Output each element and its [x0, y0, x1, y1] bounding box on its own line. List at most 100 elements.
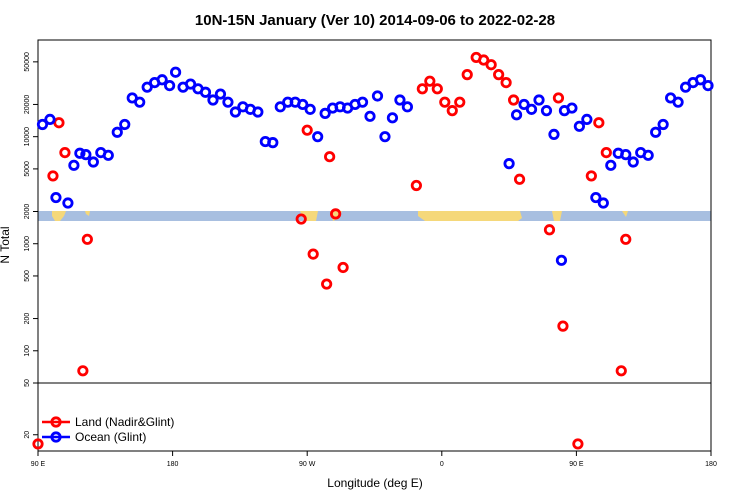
data-point [439, 96, 451, 108]
x-tick-label: 0 [440, 461, 444, 468]
data-point [513, 173, 526, 185]
data-point [566, 102, 578, 114]
data-point [620, 233, 632, 245]
data-point [694, 74, 707, 86]
lower-panel-frame [37, 382, 712, 452]
data-point [319, 107, 331, 119]
data-point [337, 261, 349, 274]
data-point [32, 438, 44, 450]
data-point [214, 88, 227, 100]
data-point [44, 113, 56, 126]
data-point [500, 76, 512, 89]
chart-title: 10N-15N January (Ver 10) 2014-09-06 to 2… [195, 12, 555, 29]
upper-y-tick-label: 2000 [24, 204, 31, 220]
data-point [371, 90, 384, 102]
data-point [431, 83, 443, 95]
data-point [297, 98, 309, 111]
x-tick-label: 180 [167, 461, 179, 468]
data-point [164, 79, 176, 92]
land-mass [52, 211, 66, 221]
data-point [679, 81, 692, 93]
series-land-nadir-glint- [32, 51, 632, 450]
data-point [307, 248, 319, 260]
data-point [274, 101, 286, 113]
data-point [593, 117, 605, 129]
y-axis-label: N Total [0, 226, 12, 263]
data-point [324, 151, 336, 163]
data-point [50, 191, 62, 204]
data-point [548, 128, 560, 141]
data-point [507, 94, 520, 106]
series-ocean-glint- [36, 66, 714, 266]
data-point [590, 191, 602, 204]
data-point [304, 103, 316, 115]
data-point [446, 105, 458, 117]
data-point [573, 120, 585, 132]
data-point [503, 158, 515, 170]
data-point [555, 254, 568, 266]
data-point [702, 79, 714, 92]
data-point [552, 92, 565, 104]
data-point [156, 74, 168, 86]
data-point [461, 69, 473, 81]
data-point [252, 106, 264, 118]
data-point [119, 118, 131, 131]
legend-entry-ocean: Ocean (Glint) [42, 430, 146, 444]
upper-y-tick-label: 5000 [24, 161, 31, 177]
land-mass [85, 211, 90, 216]
data-point [627, 156, 639, 168]
data-point [572, 438, 584, 450]
data-point [111, 126, 123, 138]
data-point [267, 137, 279, 149]
data-point [657, 118, 669, 131]
data-point [615, 365, 627, 377]
data-point [485, 59, 497, 71]
axes: 90 E 180 90 W 0 90 E 180 50 100 200 500 1000 2000 50… [24, 39, 717, 468]
data-point [77, 365, 89, 377]
data-point [581, 113, 593, 126]
data-point [47, 170, 59, 182]
data-point [356, 96, 369, 108]
data-point [597, 197, 609, 209]
data-point [605, 159, 617, 171]
lower-y-tick-label: 20 [24, 431, 31, 439]
data-point [59, 146, 71, 159]
legend-marker-land [50, 416, 62, 428]
data-points [32, 51, 714, 450]
data-point [87, 156, 99, 168]
ocean-strip [38, 211, 711, 221]
legend-marker-ocean [50, 431, 62, 443]
data-point [518, 98, 530, 111]
data-point [525, 103, 538, 115]
data-point [68, 159, 80, 171]
data-point [81, 233, 93, 245]
data-point [620, 149, 632, 161]
data-point [379, 131, 391, 143]
upper-y-tick-label: 100 [24, 345, 31, 357]
data-point [74, 147, 86, 159]
upper-y-tick-label: 1000 [24, 236, 31, 252]
data-point [557, 320, 569, 332]
x-tick-label: 90 E [31, 461, 46, 468]
data-point [540, 105, 553, 117]
land-mass [418, 211, 522, 221]
data-point [229, 106, 242, 118]
data-point [301, 124, 313, 136]
upper-y-tick-label: 200 [24, 313, 31, 325]
data-point [295, 213, 307, 225]
legend-label-land: Land (Nadir&Glint) [75, 415, 174, 429]
data-point [510, 109, 523, 121]
x-tick-label: 90 W [299, 461, 316, 468]
x-tick-label: 180 [705, 461, 717, 468]
data-point [80, 149, 92, 161]
upper-y-tick-label: 20000 [24, 95, 31, 115]
data-point [394, 94, 406, 106]
data-point [222, 96, 234, 108]
upper-y-tick-label: 50000 [24, 52, 31, 72]
data-point [416, 83, 428, 95]
data-point [454, 96, 466, 108]
data-point [672, 96, 684, 108]
data-point [141, 81, 153, 93]
legend-label-ocean: Ocean (Glint) [75, 430, 146, 444]
upper-y-tick-label: 50 [24, 379, 31, 387]
